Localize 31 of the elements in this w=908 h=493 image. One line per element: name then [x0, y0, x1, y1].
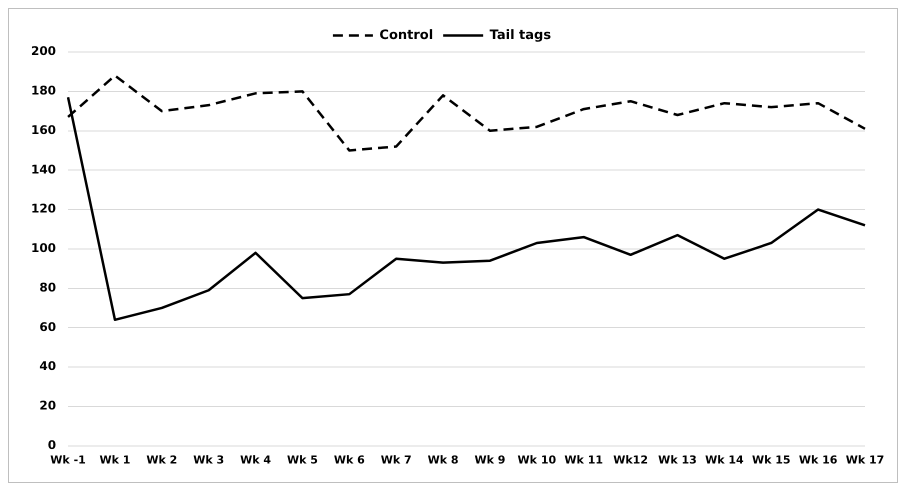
x-tick-label: Wk 15 — [752, 453, 791, 466]
x-tick-label: Wk 11 — [564, 453, 604, 466]
y-tick-label: 20 — [39, 398, 56, 413]
y-tick-label: 100 — [30, 241, 56, 256]
x-tick-label: Wk 14 — [705, 453, 744, 466]
x-tick-label: Wk 13 — [658, 453, 697, 466]
x-tick-label: Wk 5 — [286, 453, 318, 466]
y-tick-label: 60 — [39, 320, 56, 334]
legend-label: Control — [379, 28, 434, 43]
x-tick-label: Wk 8 — [428, 453, 459, 466]
x-tick-label: Wk 1 — [99, 453, 130, 466]
x-tick-label: Wk 7 — [380, 453, 412, 466]
y-tick-label: 40 — [39, 359, 56, 374]
x-tick-label: Wk 2 — [146, 453, 178, 466]
x-tick-label: Wk 6 — [334, 453, 366, 466]
y-tick-label: 80 — [39, 280, 56, 294]
x-tick-label: Wk 9 — [474, 453, 506, 466]
y-tick-label: 120 — [30, 202, 56, 216]
x-tick-label: Wk12 — [613, 453, 648, 466]
x-tick-label: Wk 10 — [518, 453, 556, 466]
y-tick-label: 0 — [48, 438, 56, 452]
legend-label: Tail tags — [490, 28, 552, 43]
x-tick-label: Wk -1 — [50, 453, 86, 466]
x-tick-label: Wk 4 — [240, 453, 272, 466]
x-tick-label: Wk 3 — [193, 453, 224, 466]
y-tick-label: 200 — [30, 44, 56, 58]
y-tick-label: 160 — [30, 122, 56, 137]
y-tick-label: 180 — [30, 84, 56, 98]
y-tick-label: 140 — [30, 162, 56, 176]
x-tick-label: Wk 16 — [798, 453, 838, 466]
x-tick-label: Wk 17 — [846, 453, 884, 466]
